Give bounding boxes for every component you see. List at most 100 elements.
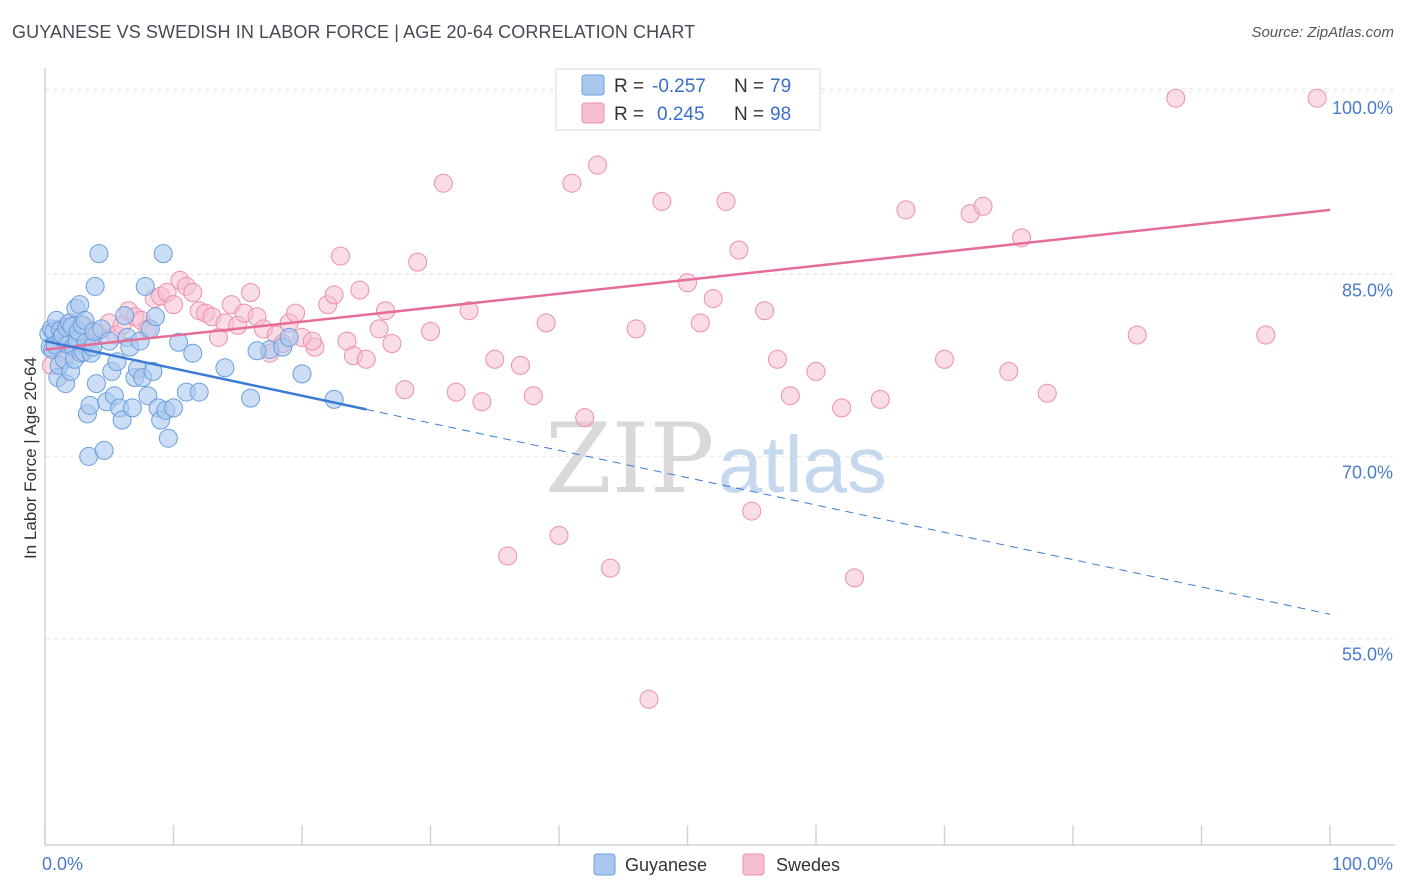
swedes-point [523, 386, 543, 406]
guyanese-point [112, 410, 132, 430]
watermark-zip: ZIP [545, 403, 714, 515]
legend-swedes-label: Swedes [776, 855, 840, 875]
swedes-point [369, 319, 389, 339]
legend-n-value-1: 79 [770, 76, 791, 97]
watermark-atlas: atlas [718, 420, 887, 509]
axes [44, 68, 1395, 846]
trendlines [44, 208, 1331, 615]
x-tick-labels: 0.0% 100.0% [42, 854, 1393, 874]
guyanese-point [146, 307, 166, 327]
guyanese-point [80, 395, 100, 415]
legend-r-value-1: -0.257 [652, 76, 706, 97]
guyanese-point [153, 244, 173, 264]
swedes-point [870, 389, 890, 409]
guyanese-point [241, 388, 261, 408]
y-tick-label: 85.0% [1342, 280, 1393, 300]
swedes-point [485, 349, 505, 369]
guyanese-point [135, 276, 155, 296]
swedes-point [639, 689, 659, 709]
swedes-point [562, 173, 582, 193]
guyanese-point [292, 364, 312, 384]
swedes-point [183, 283, 203, 302]
swedes-point [832, 398, 852, 418]
legend-guyanese-label: Guyanese [625, 855, 707, 875]
swedes-point [1256, 325, 1276, 345]
guyanese-point [215, 358, 235, 378]
swedes-point [350, 280, 370, 300]
swedes-point [549, 525, 569, 545]
swedes-point [600, 558, 620, 578]
guyanese-trendline-dashed [366, 408, 1331, 615]
swedes-point [588, 155, 608, 175]
watermark: ZIP atlas [545, 403, 887, 515]
swedes-point [302, 331, 322, 351]
guyanese-point [189, 382, 209, 402]
guyanese-point [183, 343, 203, 363]
guyanese-point [115, 306, 135, 326]
guyanese-point [94, 440, 114, 460]
correlation-legend: R = -0.257 N = 79 R = 0.245 N = 98 [555, 68, 821, 131]
guyanese-point [86, 374, 106, 394]
swedes-point [536, 313, 556, 333]
swedes-point [678, 273, 697, 293]
swedes-point [324, 285, 344, 305]
legend-r-label-2: R = [614, 104, 644, 125]
swedes-point [999, 361, 1019, 381]
swedes-trendline [44, 208, 1331, 351]
swedes-point [241, 283, 261, 302]
legend-n-value-2: 98 [770, 104, 791, 125]
swedes-point [973, 196, 993, 216]
chart-title: GUYANESE VS SWEDISH IN LABOR FORCE | AGE… [12, 22, 696, 42]
swedes-point [716, 191, 736, 211]
swedes-point [395, 380, 415, 400]
swedes-point [356, 349, 376, 369]
guyanese-point [324, 389, 344, 409]
series-legend: Guyanese Swedes [593, 853, 840, 876]
swedes-point [498, 546, 518, 566]
legend-guyanese-swatch [593, 853, 616, 876]
legend-n-label-2: N = [734, 104, 764, 125]
y-tick-labels: 55.0% 70.0% 85.0% 100.0% [1332, 98, 1393, 664]
swedes-point [703, 289, 723, 309]
swedes-point [421, 321, 440, 341]
swedes-point [896, 200, 916, 220]
swedes-point [446, 382, 466, 402]
guyanese-point [89, 244, 109, 264]
swedes-point [742, 501, 762, 521]
guyanese-trendline-solid [44, 339, 367, 411]
swedes-point [459, 301, 479, 321]
guyanese-point [169, 332, 189, 352]
swedes-point [845, 568, 865, 588]
swedes-point [510, 355, 530, 375]
swedes-points [41, 88, 1327, 709]
swedes-point [433, 173, 453, 193]
swedes-point [331, 246, 351, 266]
x-tick-label-max: 100.0% [1332, 854, 1393, 874]
legend-r-value-2: 0.245 [657, 104, 705, 125]
swedes-point [626, 319, 646, 339]
swedes-point [1307, 88, 1327, 108]
legend-r-label-1: R = [614, 76, 644, 97]
guyanese-point [122, 398, 142, 418]
legend-n-label-1: N = [734, 76, 764, 97]
guyanese-point [85, 276, 105, 296]
swedes-point [755, 301, 775, 321]
legend-swatch-guyanese [581, 74, 605, 96]
swedes-point [408, 252, 428, 272]
swedes-point [575, 408, 595, 428]
guyanese-point [70, 295, 90, 315]
swedes-point [935, 349, 954, 369]
y-tick-label: 100.0% [1332, 98, 1393, 118]
guyanese-point [279, 327, 299, 347]
guyanese-points [39, 244, 344, 466]
legend-swedes-swatch [742, 853, 765, 876]
swedes-point [472, 392, 492, 412]
swedes-point [1127, 325, 1147, 345]
swedes-point [1166, 88, 1186, 108]
swedes-point [286, 303, 306, 323]
swedes-point [729, 240, 749, 260]
guyanese-point [164, 398, 183, 418]
swedes-point [806, 361, 826, 381]
swedes-point [652, 191, 672, 211]
